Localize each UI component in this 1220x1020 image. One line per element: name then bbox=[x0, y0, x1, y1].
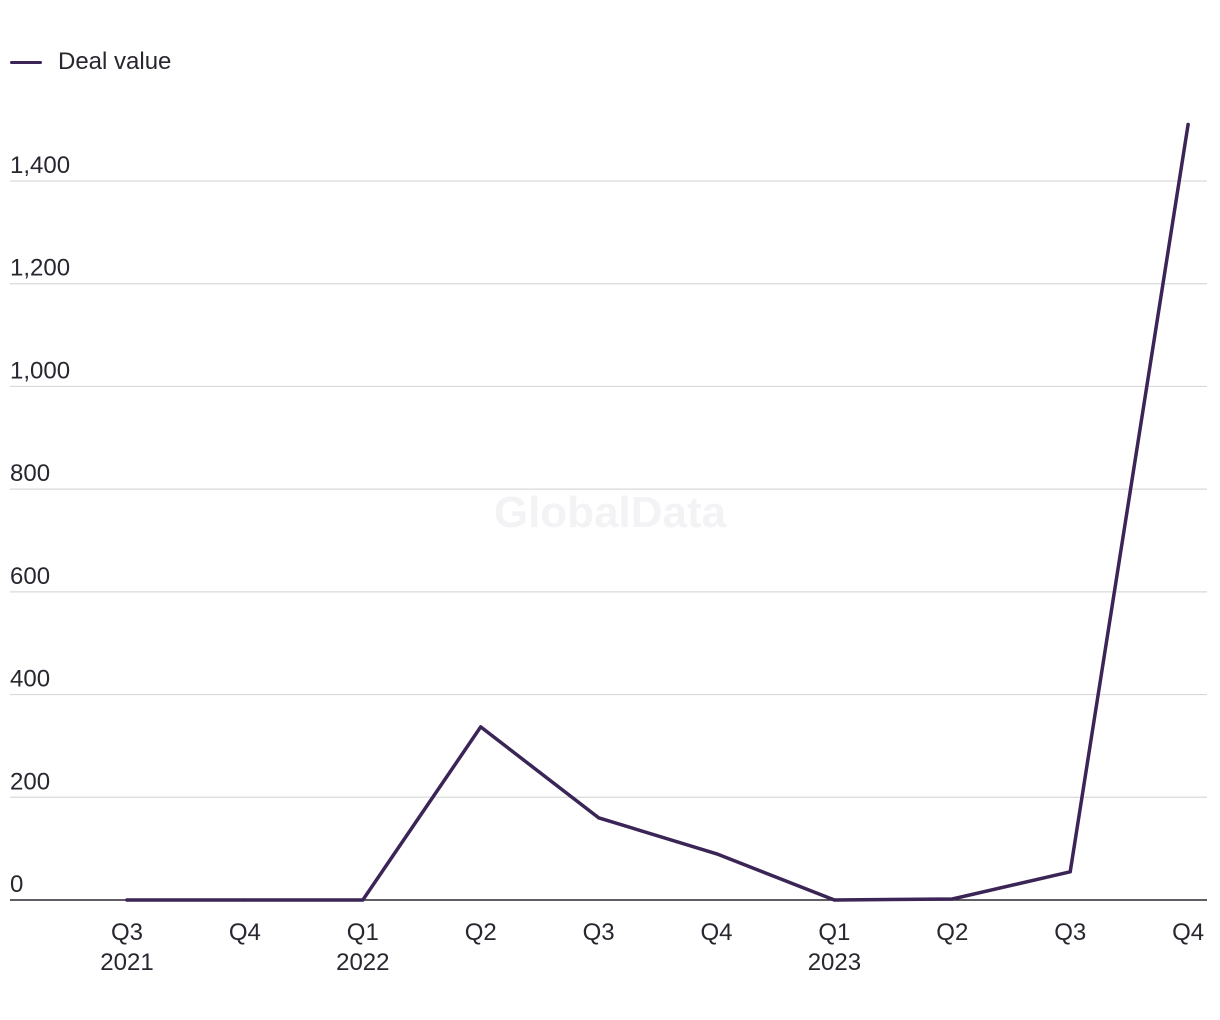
legend-swatch-deal-value bbox=[10, 60, 42, 64]
data-point bbox=[950, 897, 954, 901]
y-tick-label: 800 bbox=[10, 460, 50, 487]
data-point bbox=[125, 898, 129, 902]
data-point bbox=[832, 898, 837, 902]
x-tick-label-quarter: Q3 bbox=[583, 919, 615, 946]
data-point bbox=[1186, 122, 1190, 127]
y-tick-label: 1,400 bbox=[10, 152, 70, 179]
y-axis-ticks: 0 200 400 600 800 1,000 1,200 1,400 bbox=[10, 152, 70, 898]
series-layer bbox=[125, 122, 1190, 902]
x-axis-ticks: Q3 2021 Q4 Q1 2022 Q2 Q3 Q4 Q1 2023 Q2 Q3 Q4 bbox=[100, 919, 1204, 976]
y-tick-label: 200 bbox=[10, 768, 50, 795]
data-point bbox=[714, 852, 719, 856]
data-point bbox=[243, 898, 247, 902]
x-tick-label-year: 2023 bbox=[808, 949, 861, 976]
data-point bbox=[479, 725, 483, 729]
y-tick-label: 400 bbox=[10, 666, 50, 693]
data-point bbox=[361, 898, 365, 902]
watermark: GlobalData bbox=[494, 488, 727, 537]
x-tick-label-quarter: Q3 bbox=[1054, 919, 1086, 946]
grid-lines bbox=[10, 180, 1207, 901]
y-tick-label: 600 bbox=[10, 563, 50, 590]
data-point bbox=[1068, 870, 1072, 874]
x-tick-label-quarter: Q4 bbox=[1172, 919, 1204, 946]
x-tick-label-year: 2021 bbox=[100, 949, 153, 976]
x-tick-label-quarter: Q4 bbox=[229, 919, 261, 946]
series-line-deal-value bbox=[125, 122, 1190, 902]
legend-label-deal-value: Deal value bbox=[58, 48, 172, 75]
x-tick-label-quarter: Q2 bbox=[936, 919, 968, 946]
x-tick-label-quarter: Q1 bbox=[818, 919, 850, 946]
data-point bbox=[597, 816, 601, 820]
y-tick-label: 1,000 bbox=[10, 357, 70, 384]
x-tick-label-year: 2022 bbox=[336, 949, 389, 976]
x-tick-label-quarter: Q1 bbox=[347, 919, 379, 946]
x-tick-label-quarter: Q3 bbox=[111, 919, 143, 946]
x-tick-label-quarter: Q2 bbox=[465, 919, 497, 946]
x-tick-label-quarter: Q4 bbox=[700, 919, 732, 946]
legend: Deal value bbox=[10, 46, 171, 78]
y-tick-label: 0 bbox=[10, 871, 23, 898]
y-tick-label: 1,200 bbox=[10, 255, 70, 282]
